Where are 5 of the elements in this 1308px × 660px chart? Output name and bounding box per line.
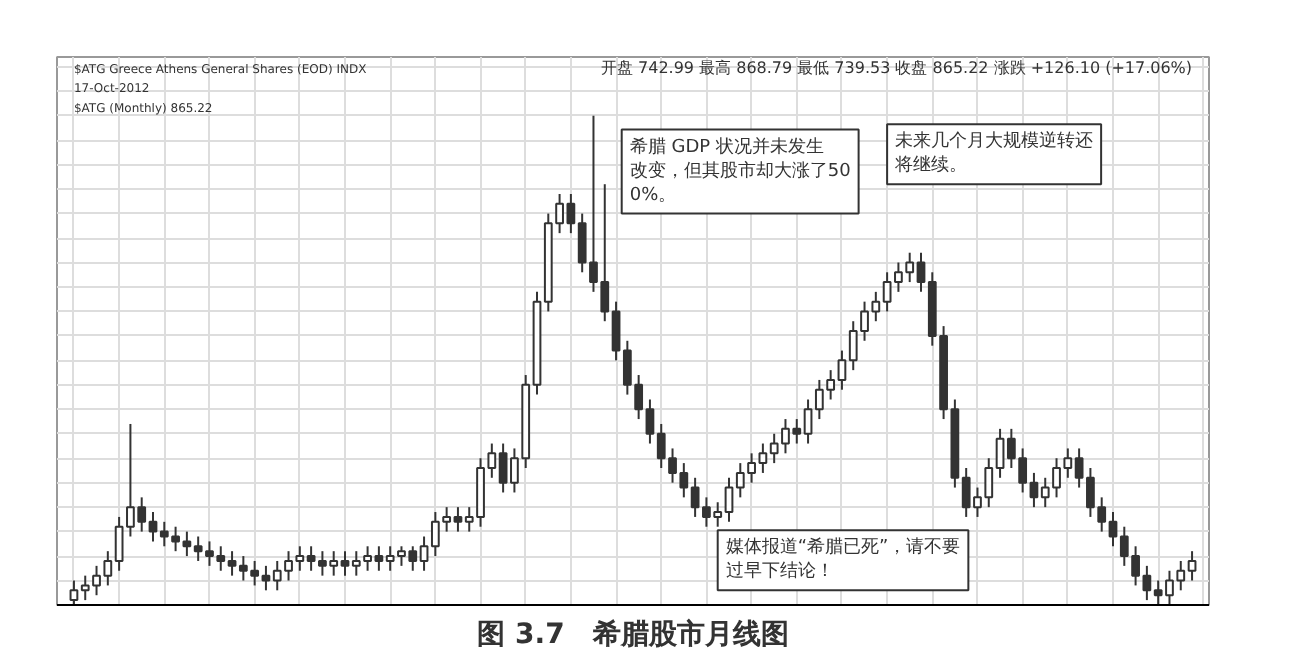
text: 开盘 742.99 最高 868.79 最低 739.53 收盘 865.22 涨跌 +126.10 (+17.06%) [600, 58, 1193, 77]
annotation: 希腊 GDP 状况并未发生改变，但其股市却大涨了500%。 [629, 135, 852, 206]
annotation: 未来几个月大规模逆转还将继续。 [893, 130, 1094, 177]
annotation: 媒体报道“希腊已死”，请不要过早下结论！ [725, 536, 961, 583]
text: 图 3.7 希腊股市月线图 [477, 617, 789, 651]
